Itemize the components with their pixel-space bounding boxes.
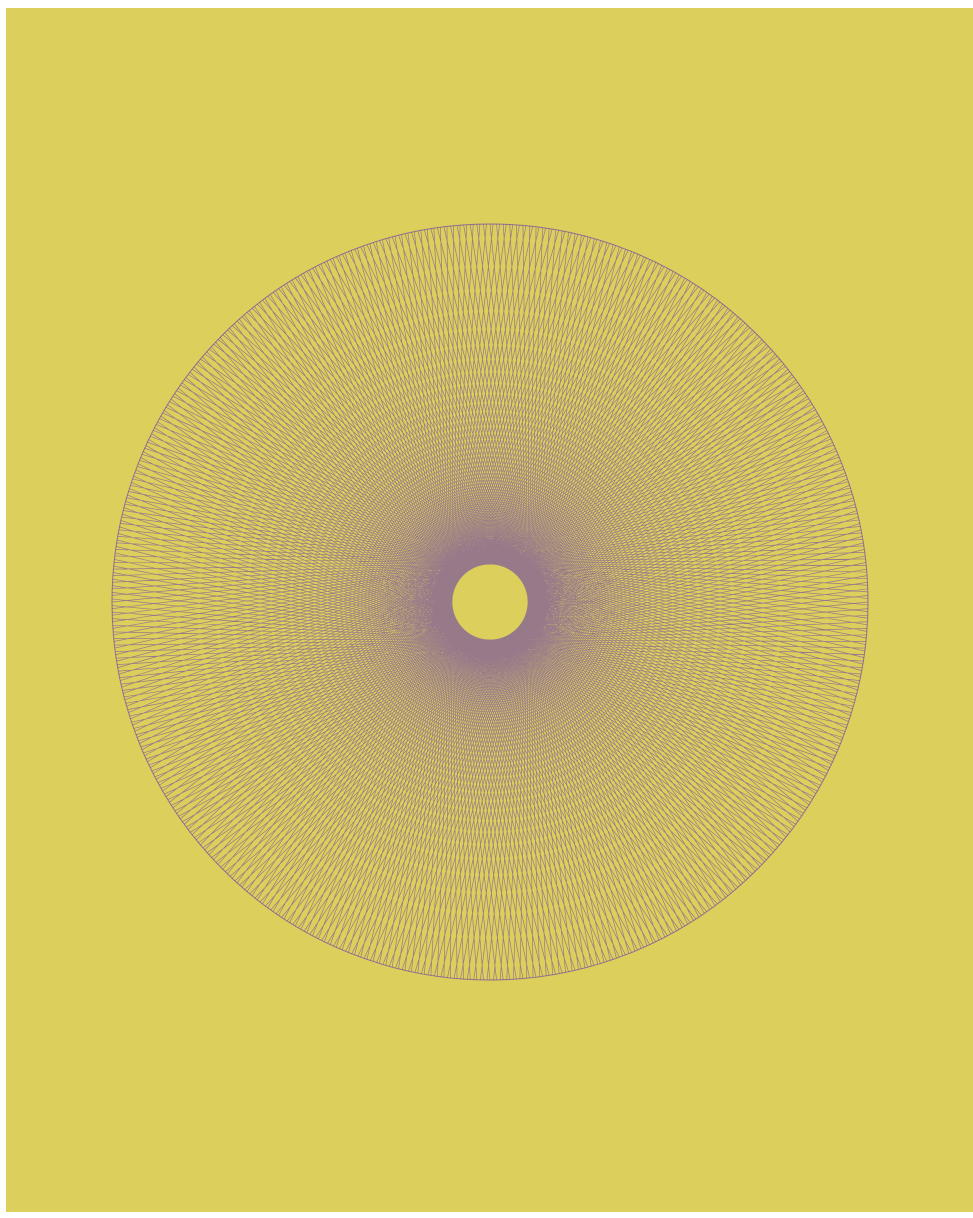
chord-pattern bbox=[111, 223, 869, 981]
chords bbox=[111, 223, 869, 981]
outer-ring bbox=[111, 223, 869, 981]
